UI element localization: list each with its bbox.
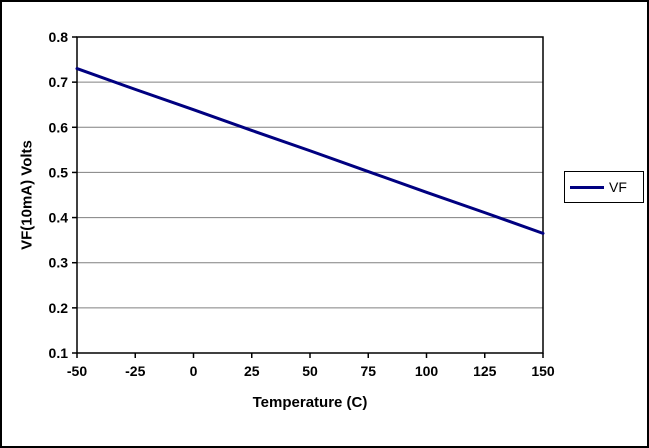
y-tick-label: 0.5 (49, 164, 69, 180)
x-tick-label: 125 (473, 363, 497, 379)
y-tick-label: 0.7 (49, 74, 69, 90)
y-tick-label: 0.6 (49, 119, 69, 135)
y-tick-label: 0.4 (49, 210, 69, 226)
x-tick-label: -25 (125, 363, 145, 379)
plot-border (76, 36, 544, 354)
y-tick-label: 0.2 (49, 300, 69, 316)
y-tick-label: 0.8 (49, 29, 69, 45)
x-tick-label: 25 (244, 363, 260, 379)
legend-label: VF (609, 179, 627, 195)
x-tick-label: 50 (302, 363, 318, 379)
y-tick-label: 0.1 (49, 345, 69, 361)
y-axis-title: VF(10mA) Volts (18, 140, 36, 250)
legend-line-swatch (570, 185, 604, 189)
x-axis-title: Temperature (C) (252, 394, 368, 411)
x-tick-label: 150 (531, 363, 555, 379)
legend: VF (564, 171, 644, 203)
x-tick-label: 100 (415, 363, 439, 379)
x-tick-label: 75 (360, 363, 376, 379)
y-tick-label: 0.3 (49, 255, 69, 271)
x-tick-label: 0 (190, 363, 198, 379)
x-tick-label: -50 (67, 363, 87, 379)
series-line-vf (75, 67, 545, 235)
